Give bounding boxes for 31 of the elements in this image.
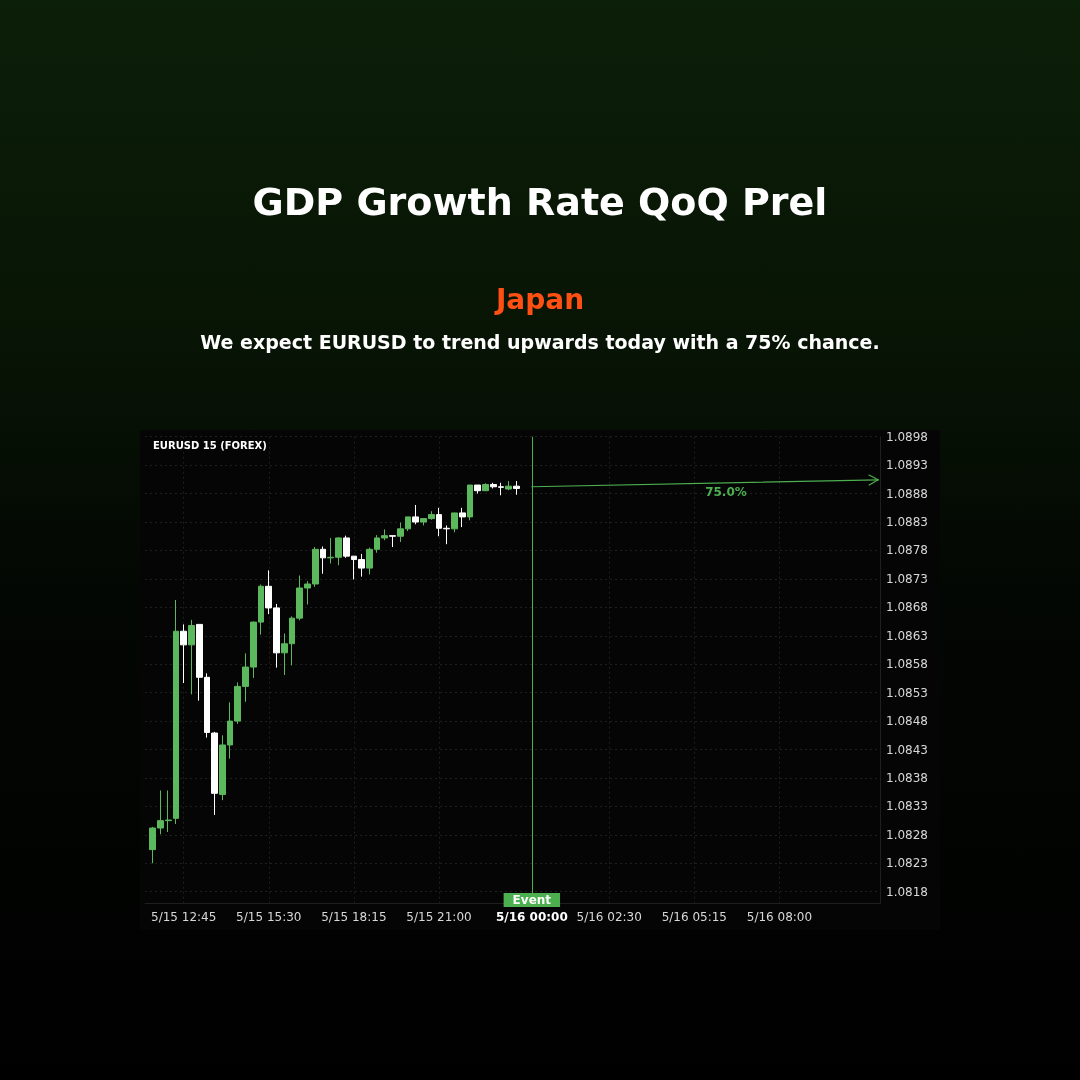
y-tick-label: 1.0898 xyxy=(886,429,928,444)
y-tick-label: 1.0878 xyxy=(886,543,928,558)
text: We expect EURUSD to trend upwards today with a 75% chance. xyxy=(199,331,881,353)
annotation: 75.0% xyxy=(705,484,747,499)
y-tick-label: 1.0853 xyxy=(886,685,928,700)
y-tick-label: 1.0893 xyxy=(886,458,928,473)
y-tick-label: 1.0828 xyxy=(886,827,928,842)
y-tick-label: 1.0883 xyxy=(886,515,928,530)
y-tick-label: 1.0838 xyxy=(886,770,928,785)
x-tick-label: 5/15 12:45 xyxy=(151,910,217,925)
y-tick-label: 1.0818 xyxy=(886,884,928,899)
y-tick-label: 1.0888 xyxy=(886,486,928,501)
x-tick-label: 5/15 21:00 xyxy=(406,910,472,925)
y-tick-label: 1.0858 xyxy=(886,657,928,672)
x-tick-label: 5/16 00:00 xyxy=(495,910,568,925)
x-tick-label: 5/15 18:15 xyxy=(321,910,387,925)
y-tick-label: 1.0873 xyxy=(886,571,928,586)
y-tick-label: 1.0868 xyxy=(886,600,928,615)
ref-line-label: Event xyxy=(512,893,552,908)
x-tick-label: 5/16 05:15 xyxy=(661,910,727,925)
chart-subtitle: Japan xyxy=(493,283,586,316)
annotation: EURUSD 15 (FOREX) xyxy=(153,440,267,451)
y-tick-label: 1.0863 xyxy=(886,628,928,643)
chart-title: GDP Growth Rate QoQ Prel xyxy=(251,180,829,224)
y-tick-label: 1.0843 xyxy=(886,742,928,757)
x-tick-label: 5/15 15:30 xyxy=(236,910,302,925)
y-tick-label: 1.0823 xyxy=(886,856,928,871)
x-tick-label: 5/16 08:00 xyxy=(746,910,813,925)
y-tick-label: 1.0833 xyxy=(886,799,928,814)
y-tick-label: 1.0848 xyxy=(886,714,928,729)
x-tick-label: 5/16 02:30 xyxy=(576,910,642,925)
